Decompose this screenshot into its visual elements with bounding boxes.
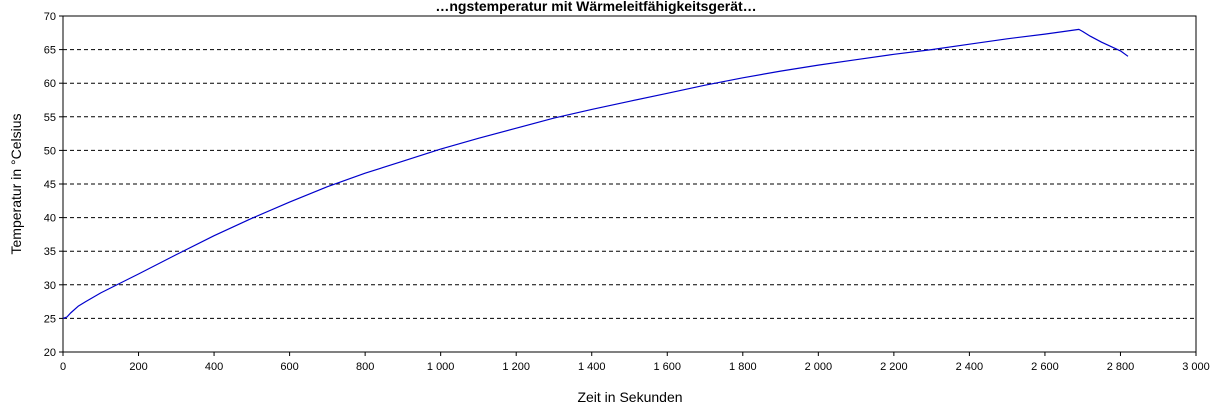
x-tick-label: 800 [356,361,374,373]
x-tick-label: 1 800 [729,361,757,373]
x-tick-label: 2 800 [1107,361,1135,373]
x-tick-label: 1 000 [427,361,455,373]
y-axis-label: Temperatur in °Celsius [8,114,24,255]
y-tick-label: 25 [44,313,56,325]
y-axis-ticks: 20 25 30 35 40 45 50 55 60 65 70 [44,11,63,359]
temperature-series-line [62,28,1129,319]
series-layer [62,28,1129,319]
y-tick-label: 60 [44,78,56,90]
x-tick-label: 3 000 [1182,361,1210,373]
x-tick-label: 600 [280,361,298,373]
x-tick-label: 2 200 [880,361,908,373]
y-tick-label: 50 [44,145,56,157]
chart-title: …ngstemperatur mit Wärmeleitfähigkeitsge… [435,0,756,14]
x-tick-label: 200 [129,361,147,373]
x-tick-label: 2 600 [1031,361,1059,373]
x-tick-label: 1 600 [654,361,682,373]
y-tick-label: 65 [44,45,56,57]
y-tick-label: 20 [44,347,56,359]
y-tick-label: 35 [44,246,56,258]
x-tick-label: 1 200 [502,361,530,373]
y-tick-label: 45 [44,179,56,191]
y-tick-label: 30 [44,280,56,292]
x-axis-ticks: 0 200 400 600 800 1 000 1 200 1 400 1 600 1 800 2 … [60,352,1210,373]
x-tick-label: 400 [205,361,223,373]
x-axis-label: Zeit in Sekunden [577,389,682,405]
x-tick-label: 2 400 [956,361,984,373]
y-tick-label: 55 [44,112,56,124]
y-tick-label: 70 [44,11,56,23]
x-tick-label: 0 [60,361,66,373]
x-tick-label: 2 000 [805,361,833,373]
y-tick-label: 40 [44,213,56,225]
x-tick-label: 1 400 [578,361,606,373]
